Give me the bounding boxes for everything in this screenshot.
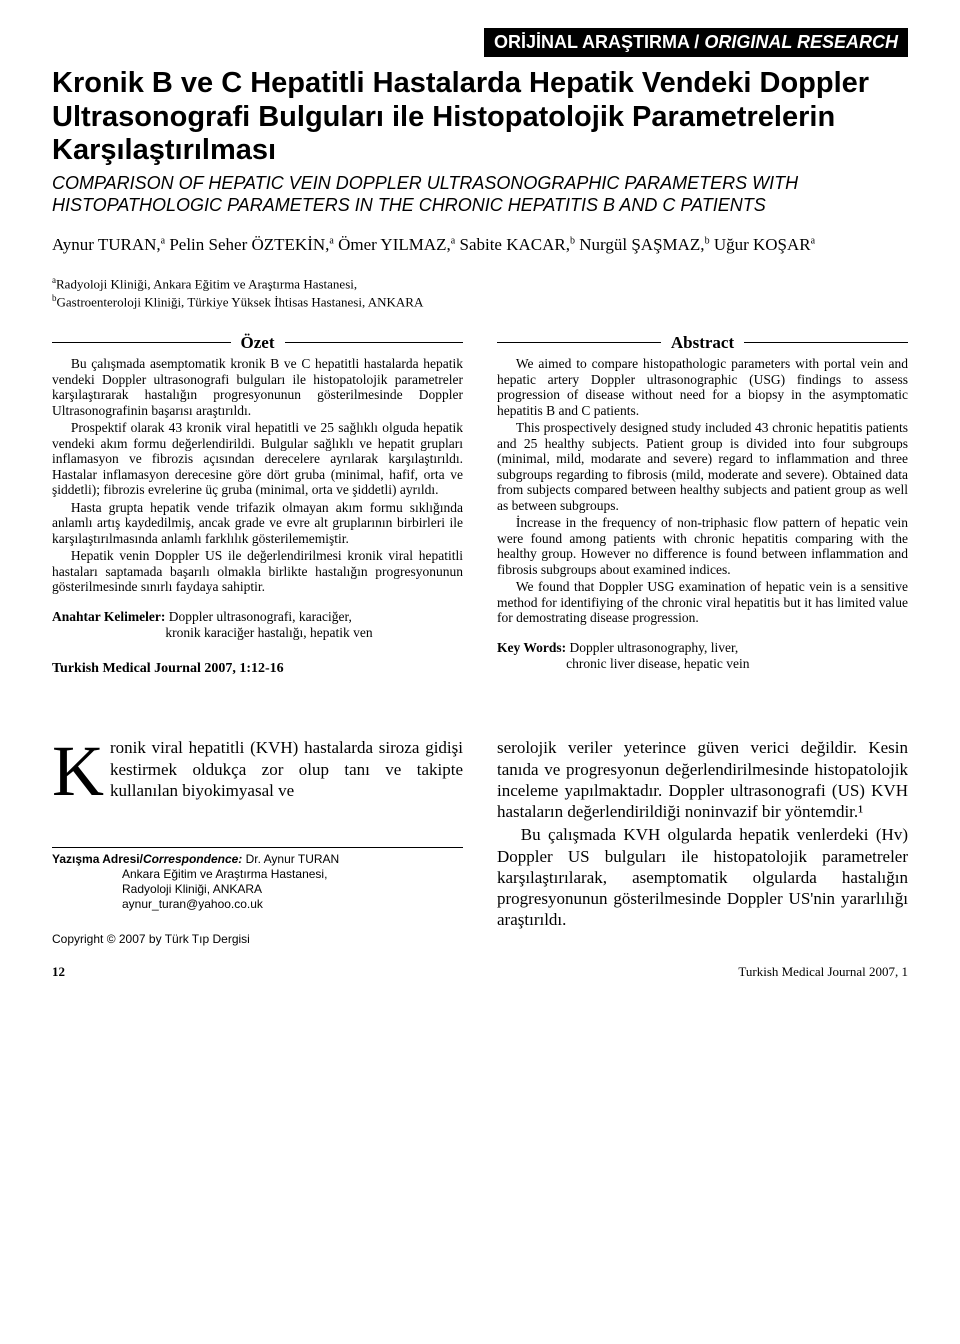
banner-italic: ORIGINAL RESEARCH (704, 32, 898, 52)
abs-p3: İncrease in the frequency of non-triphas… (497, 515, 908, 577)
authors-line: Aynur TURAN,a Pelin Seher ÖZTEKİN,a Ömer… (52, 234, 908, 257)
article-type-banner: ORİJİNAL ARAŞTIRMA / ORIGINAL RESEARCH (484, 28, 908, 57)
corr-l2: Radyoloji Kliniği, ANKARA (122, 882, 262, 896)
intro-para: Kronik viral hepatitli (KVH) hastalarda … (52, 737, 463, 801)
kw-en-l2: chronic liver disease, hepatic vein (566, 656, 749, 671)
journal-reference: Turkish Medical Journal 2007, 1:12-16 (52, 661, 463, 677)
correspondence-block: Yazışma Adresi/Correspondence: Dr. Aynur… (52, 847, 463, 912)
article-title: Kronik B ve C Hepatitli Hastalarda Hepat… (52, 67, 908, 167)
corr-l3: aynur_turan@yahoo.co.uk (122, 897, 263, 911)
banner-plain: ORİJİNAL ARAŞTIRMA / (494, 32, 704, 52)
ozet-header: Özet (52, 333, 463, 353)
body-left-col: Kronik viral hepatitli (KVH) hastalarda … (52, 737, 463, 946)
ozet-p4: Hepatik venin Doppler US ile değerlendir… (52, 548, 463, 595)
dropcap-letter: K (52, 737, 110, 802)
rule-left (52, 342, 231, 343)
abstract-label: Abstract (661, 333, 744, 353)
ozet-p1: Bu çalışmada asemptomatik kronik B ve C … (52, 356, 463, 418)
body-r-p1: serolojik veriler yeterince güven verici… (497, 737, 908, 822)
abstract-columns: Özet Bu çalışmada asemptomatik kronik B … (52, 333, 908, 678)
body-columns: Kronik viral hepatitli (KVH) hastalarda … (52, 737, 908, 946)
affiliations: aRadyoloji Kliniği, Ankara Eğitim ve Ara… (52, 275, 908, 310)
abs-p2: This prospectively designed study includ… (497, 420, 908, 513)
ozet-label: Özet (231, 333, 285, 353)
corr-label-it: Correspondence: (143, 852, 242, 866)
kw-tr-l1: Doppler ultrasonografi, karaciğer, (165, 609, 352, 624)
keywords-tr: Anahtar Kelimeler: Doppler ultrasonograf… (52, 609, 463, 641)
article-subtitle-en: COMPARISON OF HEPATIC VEIN DOPPLER ULTRA… (52, 173, 908, 216)
abstract-header: Abstract (497, 333, 908, 353)
abs-p4: We found that Doppler USG examination of… (497, 579, 908, 626)
corr-name: Dr. Aynur TURAN (242, 852, 339, 866)
abs-p1: We aimed to compare histopathologic para… (497, 356, 908, 418)
rule-left2 (497, 342, 661, 343)
copyright-line: Copyright © 2007 by Türk Tıp Dergisi (52, 932, 463, 946)
page-footer: 12 Turkish Medical Journal 2007, 1 (52, 964, 908, 979)
kw-en-label: Key Words: (497, 640, 566, 655)
keywords-en: Key Words: Doppler ultrasonography, live… (497, 640, 908, 672)
footer-ref: Turkish Medical Journal 2007, 1 (738, 964, 908, 979)
corr-label: Yazışma Adresi/ (52, 852, 143, 866)
corr-l1: Ankara Eğitim ve Araştırma Hastanesi, (122, 867, 327, 881)
abstract-column: Abstract We aimed to compare histopathol… (497, 333, 908, 678)
intro-rest: ronik viral hepatitli (KVH) hastalarda s… (110, 738, 463, 800)
ozet-p2: Prospektif olarak 43 kronik viral hepati… (52, 420, 463, 498)
kw-en-l1: Doppler ultrasonography, liver, (566, 640, 738, 655)
rule-right2 (744, 342, 908, 343)
body-r-p2: Bu çalışmada KVH olgularda hepatik venle… (497, 824, 908, 930)
page-number: 12 (52, 964, 65, 979)
kw-tr-label: Anahtar Kelimeler: (52, 609, 165, 624)
ozet-column: Özet Bu çalışmada asemptomatik kronik B … (52, 333, 463, 678)
rule-right (285, 342, 464, 343)
ozet-p3: Hasta grupta hepatik vende trifazik olma… (52, 500, 463, 547)
body-right-col: serolojik veriler yeterince güven verici… (497, 737, 908, 946)
kw-tr-l2: kronik karaciğer hastalığı, hepatik ven (165, 625, 372, 640)
